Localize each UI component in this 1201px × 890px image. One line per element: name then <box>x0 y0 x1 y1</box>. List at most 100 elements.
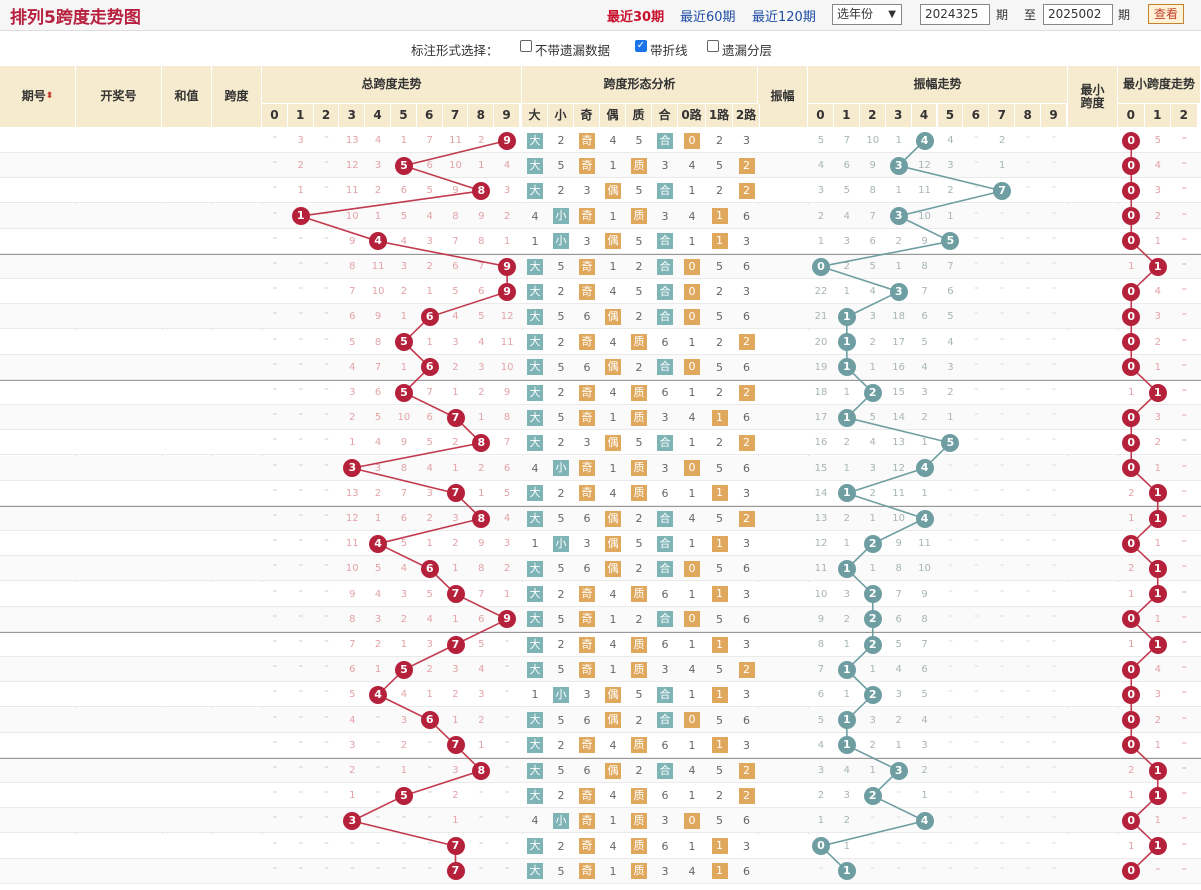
span-miss-cell: ⁼ <box>504 714 510 725</box>
option-checkbox-line[interactable]: ✓ <box>635 40 647 52</box>
shape-miss-cell: 4 <box>609 386 617 399</box>
col-issue-label[interactable]: 期号 <box>21 89 46 103</box>
min-miss-cell: ⁼ <box>1181 588 1187 600</box>
link-recent-60[interactable]: 最近60期 <box>680 10 736 25</box>
span-miss-cell: 13 <box>345 487 359 499</box>
span-miss-cell: 2 <box>426 261 433 272</box>
shape-miss-cell: 4 <box>609 486 617 500</box>
amp-ball: 1 <box>837 408 856 427</box>
amp-miss-cell: 1 <box>843 689 851 701</box>
span-miss-cell: 8 <box>478 563 485 575</box>
span-miss-cell: 5 <box>426 588 433 600</box>
amp-miss-cell: ⁼ <box>1051 790 1057 801</box>
span-ball: 1 <box>291 207 310 226</box>
shape-miss-cell: 2 <box>557 789 565 803</box>
amp-miss-cell: ⁼ <box>896 865 902 876</box>
amp-miss-cell: 11 <box>892 487 905 499</box>
span-miss-cell: 3 <box>426 235 433 247</box>
span-miss-cell: 3 <box>503 538 511 550</box>
span-miss-cell: ⁼ <box>427 815 433 826</box>
amp-ball: 2 <box>863 585 882 604</box>
shape-miss-cell: 3 <box>743 285 750 299</box>
amp-miss-cell: 2 <box>843 815 851 827</box>
span-digit-7: 7 <box>442 104 469 128</box>
to-issue-input[interactable]: 2025002 <box>1043 4 1113 25</box>
shape-miss-cell: 3 <box>743 638 750 651</box>
amp-miss-cell: 4 <box>947 336 954 348</box>
min-miss-cell: ⁼ <box>1181 840 1187 852</box>
min-miss-cell: 2 <box>1128 487 1135 499</box>
amp-ball: 3 <box>889 156 908 175</box>
min-miss-cell: ⁼ <box>1181 664 1187 676</box>
amp-miss-cell: 19 <box>814 361 828 373</box>
group-divider <box>0 632 1201 633</box>
shape-miss-cell: 4 <box>531 461 539 475</box>
shape-mark: 奇 <box>579 384 595 401</box>
shape-mark: 大 <box>527 586 543 603</box>
amp-ball: 1 <box>837 736 856 755</box>
shape-miss-cell: 3 <box>661 209 669 223</box>
view-button[interactable]: 查看 <box>1148 4 1184 24</box>
span-miss-cell: 4 <box>349 361 356 373</box>
min-miss-cell: ⁼ <box>1181 311 1187 323</box>
shape-mark: 小 <box>553 208 569 225</box>
shape-miss-cell: 4 <box>609 134 617 147</box>
shape-miss-cell: 5 <box>716 713 723 727</box>
link-recent-30[interactable]: 最近30期 <box>607 10 665 25</box>
amp-miss-cell: 5 <box>895 639 902 650</box>
span-miss-cell: ⁼ <box>375 865 381 876</box>
span-miss-cell: ⁼ <box>272 689 278 700</box>
option-label-line: 带折线 <box>650 43 688 58</box>
shape-mark: 合 <box>657 762 673 779</box>
option-checkbox-layer[interactable] <box>707 40 719 52</box>
amp-miss-cell: ⁼ <box>973 664 979 675</box>
span-miss-cell: ⁼ <box>504 639 510 649</box>
min-span-ball: 0 <box>1122 685 1141 704</box>
shape-miss-cell: 5 <box>716 814 723 828</box>
shape-miss-cell: 5 <box>557 663 565 677</box>
col-min-span-label: 最小跨度 <box>1080 82 1105 110</box>
link-recent-120[interactable]: 最近120期 <box>752 10 816 25</box>
span-miss-cell: 6 <box>426 412 433 424</box>
amp-miss-cell: ⁼ <box>1051 361 1057 372</box>
span-miss-cell: 6 <box>374 387 382 398</box>
shape-miss-cell: 6 <box>743 814 750 828</box>
option-checkbox-no-miss[interactable] <box>520 40 532 52</box>
amp-miss-cell: ⁼ <box>948 714 953 725</box>
shape-mark: 奇 <box>579 334 595 351</box>
span-miss-cell: ⁼ <box>504 689 510 700</box>
min-span-ball: 0 <box>1122 534 1141 553</box>
amp-miss-cell: ⁼ <box>1051 286 1057 297</box>
span-miss-cell: 5 <box>400 538 408 550</box>
amp-miss-cell: ⁼ <box>973 361 979 372</box>
amp-miss-cell: 3 <box>869 462 876 474</box>
amp-miss-cell: ⁼ <box>973 840 979 851</box>
span-miss-cell: 1 <box>400 311 408 323</box>
shape-miss-cell: 3 <box>661 864 669 878</box>
amp-miss-cell: ⁼ <box>973 135 979 145</box>
amp-miss-cell: ⁼ <box>1025 664 1031 675</box>
amp-ball: 1 <box>837 711 856 730</box>
shape-mark: 1 <box>711 233 728 250</box>
span-miss-cell: 3 <box>297 135 304 146</box>
span-miss-cell: 5 <box>503 487 511 499</box>
year-select[interactable]: 选年份 ▼ <box>832 4 902 25</box>
span-miss-cell: 2 <box>478 714 485 726</box>
amp-miss-cell: 20 <box>814 336 828 348</box>
amp-miss-cell: 5 <box>817 714 825 726</box>
amp-miss-cell: ⁼ <box>999 765 1005 775</box>
min-span-ball: 1 <box>1148 585 1167 604</box>
span-ball: 9 <box>498 282 517 301</box>
span-miss-cell: ⁼ <box>272 135 278 145</box>
amp-digit-0: 0 <box>808 104 834 128</box>
amp-miss-cell: ⁼ <box>1025 462 1031 473</box>
span-miss-cell: ⁼ <box>298 790 304 801</box>
span-miss-cell: 1 <box>374 210 382 222</box>
shape-mark: 大 <box>527 384 543 401</box>
sort-icon[interactable]: ⬍ <box>45 91 54 101</box>
amp-miss-cell: 7 <box>921 639 928 650</box>
min-miss-cell: ⁼ <box>1181 563 1187 575</box>
from-issue-input[interactable]: 2024325 <box>920 4 990 25</box>
amp-miss-cell: ⁼ <box>1051 765 1057 775</box>
span-ball: 6 <box>420 307 439 326</box>
